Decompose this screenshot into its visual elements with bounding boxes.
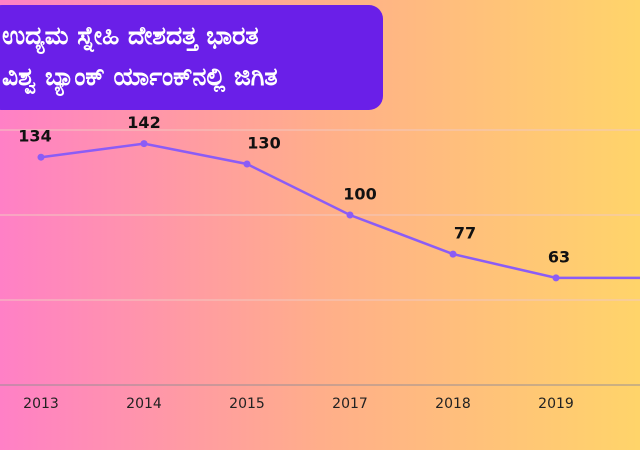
data-label: 130 [247, 134, 280, 153]
point [552, 274, 560, 282]
point [37, 153, 45, 161]
x-tick-label: 2018 [435, 396, 471, 412]
plot: 2013 2014 2015 2017 2018 2019 134 142 130 100 77 63… [0, 113, 640, 412]
title-box [0, 5, 383, 110]
point [243, 160, 251, 168]
chart-title: ಉದ್ಯಮ ಸ್ನೇಹಿ ದೇಶದತ್ತ ಭಾರತ [2, 21, 259, 55]
data-label: 142 [127, 113, 160, 132]
point [140, 140, 148, 148]
x-tick-label: 2019 [538, 396, 574, 412]
x-tick-label: 2015 [229, 396, 265, 412]
data-label: 134 [18, 127, 51, 146]
x-tick-label: 2013 [23, 396, 59, 412]
x-tick-label: 2014 [126, 396, 162, 412]
data-label: 100 [343, 185, 376, 204]
point [449, 250, 457, 258]
point [346, 211, 354, 219]
data-label: 77 [454, 224, 476, 243]
x-tick-label: 2017 [332, 396, 368, 412]
data-label: 63 [548, 247, 570, 266]
